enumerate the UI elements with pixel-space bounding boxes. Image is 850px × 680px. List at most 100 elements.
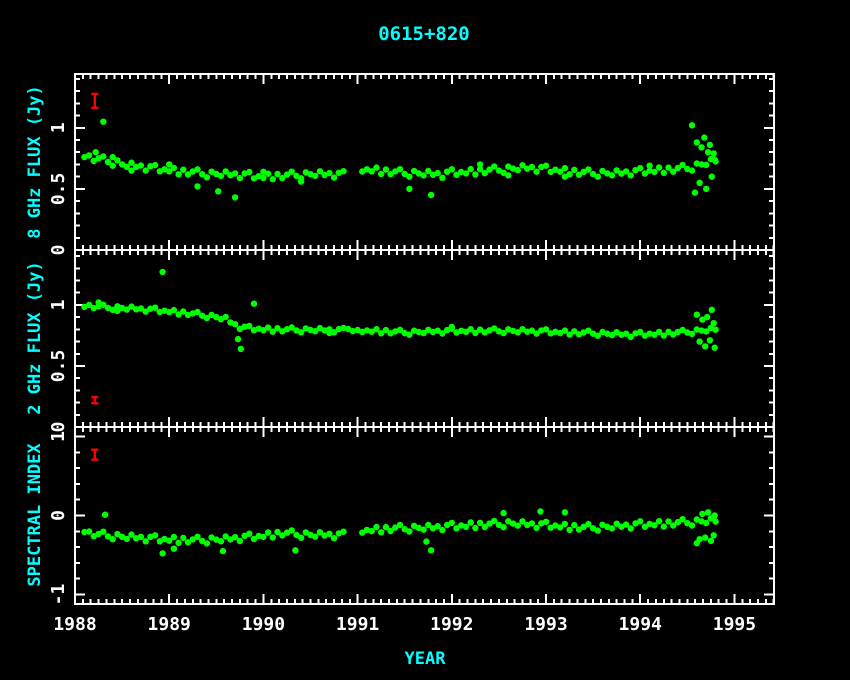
data-point [382,166,390,173]
data-point [378,170,385,178]
data-point [330,329,338,336]
data-point [533,168,540,175]
data-point [665,328,672,335]
data-point [293,531,300,539]
data-point [472,171,479,178]
axis-ticks [74,250,775,428]
data-point [260,533,267,541]
data-point [585,520,592,528]
data-point [312,172,319,180]
data-point [561,520,569,528]
data-point [542,326,550,333]
data-point [406,173,413,180]
data-point [274,528,281,536]
data-point [613,167,620,174]
data-point [420,172,427,179]
data-point [703,185,710,193]
data-point [580,523,587,530]
data-point [264,529,272,536]
data-point [104,533,112,540]
data-point [646,330,653,337]
data-point [104,158,112,166]
data-point [368,527,375,535]
data-point [170,545,178,552]
axis-ticks [74,74,775,251]
data-point [166,161,173,168]
data-point [575,526,583,533]
data-point [137,305,145,312]
plot-title: 0615+820 [378,23,470,45]
data-point [415,170,422,177]
data-point [514,329,521,336]
data-point [425,521,432,529]
data-point [321,327,328,334]
data-point [514,166,521,174]
data-point [170,306,178,314]
data-point [462,523,470,530]
data-point [231,534,239,541]
series-8ghz [81,118,719,201]
data-point [472,524,479,532]
data-point [297,178,305,185]
data-point [613,329,620,336]
data-point [627,333,634,341]
data-point [552,328,559,335]
data-point [693,311,700,318]
data-point [585,327,592,334]
x-tick-label: 1991 [336,614,379,635]
data-point [321,171,328,179]
data-point [85,301,93,309]
y-tick-label: 0 [48,245,69,256]
x-tick-label: 1994 [619,614,663,635]
data-point [453,525,460,532]
data-point [665,164,672,171]
data-point [199,171,206,178]
data-point [114,157,121,164]
axis-ticks [74,427,775,604]
data-point [194,533,201,540]
data-point [702,534,709,541]
series-spectral-index [81,508,719,557]
y-tick-label: 1 [48,300,69,311]
data-point [92,149,99,156]
data-point [420,329,427,337]
panel-frame [74,73,775,251]
data-point [137,533,145,540]
data-point [246,168,253,176]
data-point [710,150,717,157]
data-point [142,167,149,174]
data-point [491,325,498,332]
data-point [622,168,630,175]
data-point [326,169,333,177]
data-point [246,322,253,330]
x-axis-title: YEAR [405,649,447,669]
data-point [514,522,521,529]
data-point [462,328,470,335]
data-point [118,161,126,168]
data-point [199,312,206,319]
data-point [434,523,441,530]
data-point [101,511,109,518]
data-point [561,173,569,180]
data-point [401,170,408,178]
data-point [302,529,309,536]
data-point [500,524,507,531]
data-point [552,522,559,529]
data-point [326,530,333,537]
y-tick-label: 0.5 [48,350,69,383]
data-point [288,527,295,534]
data-point [215,188,222,195]
data-point [199,537,206,545]
data-point [679,516,686,523]
data-point [670,522,677,529]
data-point [500,169,507,176]
panel-spectral-index: -1 0 1 [48,426,775,605]
data-point [396,521,404,529]
data-point [594,332,601,339]
data-point [231,321,239,328]
data-point [711,156,718,163]
data-point [321,532,328,539]
data-point [109,153,116,161]
y-tick-label: 1 [48,122,69,133]
